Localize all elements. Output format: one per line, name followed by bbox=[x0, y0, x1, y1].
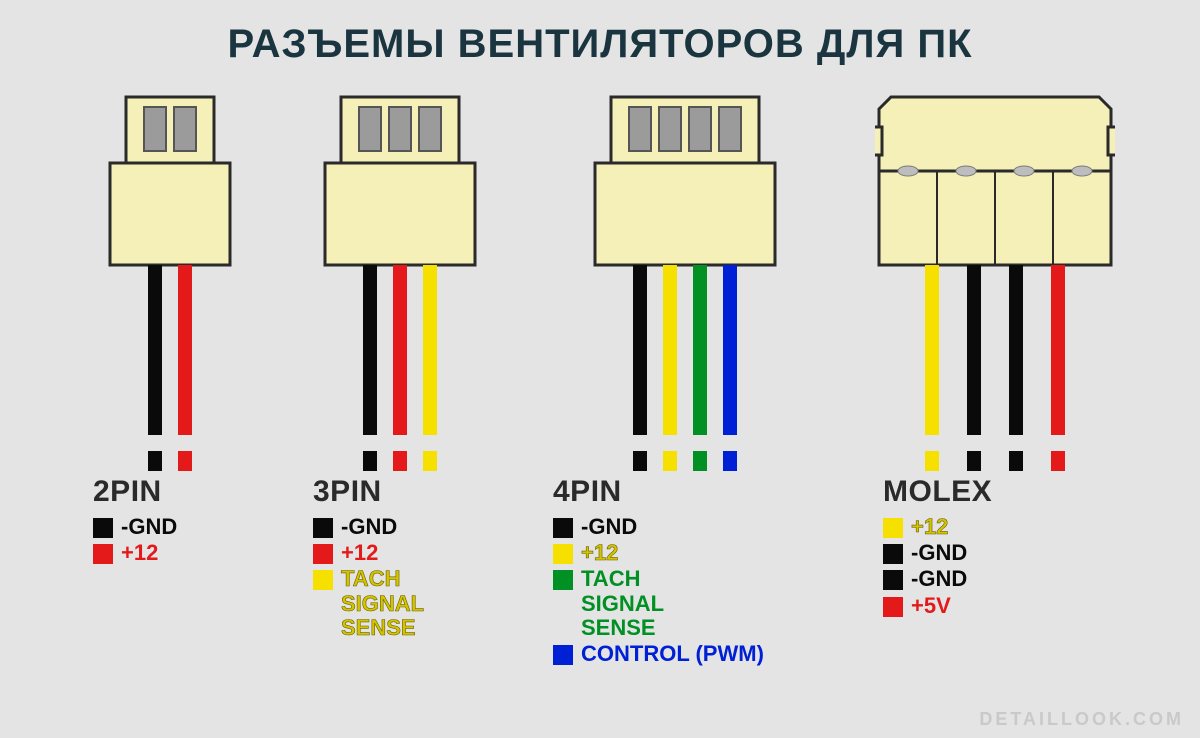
legend-color-square bbox=[553, 570, 573, 590]
legend-label: TACH SIGNAL SENSE bbox=[581, 567, 664, 640]
legend: MOLEX+12-GND-GND+5V bbox=[875, 475, 1115, 620]
connector-name: 2PIN bbox=[93, 475, 255, 509]
legend-color-square bbox=[553, 544, 573, 564]
legend-color-square bbox=[553, 518, 573, 538]
legend-color-square bbox=[93, 544, 113, 564]
legend-label: +12 bbox=[341, 541, 378, 565]
legend-label: -GND bbox=[121, 515, 177, 539]
legend-label: CONTROL (PWM) bbox=[581, 642, 764, 666]
connector-svg bbox=[106, 95, 234, 473]
legend-label: -GND bbox=[341, 515, 397, 539]
page-title: РАЗЪЕМЫ ВЕНТИЛЯТОРОВ ДЛЯ ПК bbox=[0, 0, 1200, 67]
legend-row: -GND bbox=[883, 541, 1115, 565]
legend-color-square bbox=[313, 544, 333, 564]
legend-row: +12 bbox=[93, 541, 255, 565]
legend-label: -GND bbox=[911, 567, 967, 591]
legend-label: +5V bbox=[911, 594, 951, 618]
legend-label: +12 bbox=[581, 541, 618, 565]
legend-label: +12 bbox=[911, 515, 948, 539]
connector-name: MOLEX bbox=[883, 475, 1115, 509]
connector-wrap bbox=[875, 95, 1115, 475]
connector-col: MOLEX+12-GND-GND+5V bbox=[875, 95, 1115, 668]
legend-row: TACH SIGNAL SENSE bbox=[553, 567, 825, 640]
legend-row: CONTROL (PWM) bbox=[553, 642, 825, 666]
connector-wrap bbox=[321, 95, 479, 475]
legend-color-square bbox=[883, 518, 903, 538]
legend-label: -GND bbox=[581, 515, 637, 539]
legend-color-square bbox=[883, 544, 903, 564]
legend-label: +12 bbox=[121, 541, 158, 565]
connector-svg bbox=[321, 95, 479, 473]
legend: 2PIN -GND+12 bbox=[85, 475, 255, 567]
legend-label: -GND bbox=[911, 541, 967, 565]
connector-col: 3PIN -GND+12TACH SIGNAL SENSE bbox=[305, 95, 495, 668]
connector-col: 4PIN -GND+12TACH SIGNAL SENSECONTROL (PWM… bbox=[545, 95, 825, 668]
legend-label: TACH SIGNAL SENSE bbox=[341, 567, 424, 640]
legend-row: -GND bbox=[553, 515, 825, 539]
legend-color-square bbox=[883, 597, 903, 617]
legend-color-square bbox=[553, 645, 573, 665]
legend-row: +12 bbox=[883, 515, 1115, 539]
connector-svg bbox=[875, 95, 1115, 475]
connector-wrap bbox=[106, 95, 234, 475]
watermark: DETAILLOOK.COM bbox=[979, 709, 1184, 730]
legend: 4PIN -GND+12TACH SIGNAL SENSECONTROL (PWM… bbox=[545, 475, 825, 668]
legend-color-square bbox=[93, 518, 113, 538]
legend: 3PIN -GND+12TACH SIGNAL SENSE bbox=[305, 475, 495, 642]
legend-row: +5V bbox=[883, 594, 1115, 618]
connector-svg bbox=[591, 95, 779, 473]
legend-row: -GND bbox=[313, 515, 495, 539]
connector-wrap bbox=[591, 95, 779, 475]
legend-row: -GND bbox=[93, 515, 255, 539]
legend-row: +12 bbox=[553, 541, 825, 565]
legend-row: -GND bbox=[883, 567, 1115, 591]
legend-row: TACH SIGNAL SENSE bbox=[313, 567, 495, 640]
connector-name: 4PIN bbox=[553, 475, 825, 509]
legend-row: +12 bbox=[313, 541, 495, 565]
legend-color-square bbox=[313, 518, 333, 538]
legend-color-square bbox=[883, 570, 903, 590]
connectors-row: 2PIN-GND+123PIN-GND+12TACH SIGNAL SENSE4… bbox=[0, 95, 1200, 668]
legend-color-square bbox=[313, 570, 333, 590]
connector-name: 3PIN bbox=[313, 475, 495, 509]
connector-col: 2PIN -GND+12 bbox=[85, 95, 255, 668]
